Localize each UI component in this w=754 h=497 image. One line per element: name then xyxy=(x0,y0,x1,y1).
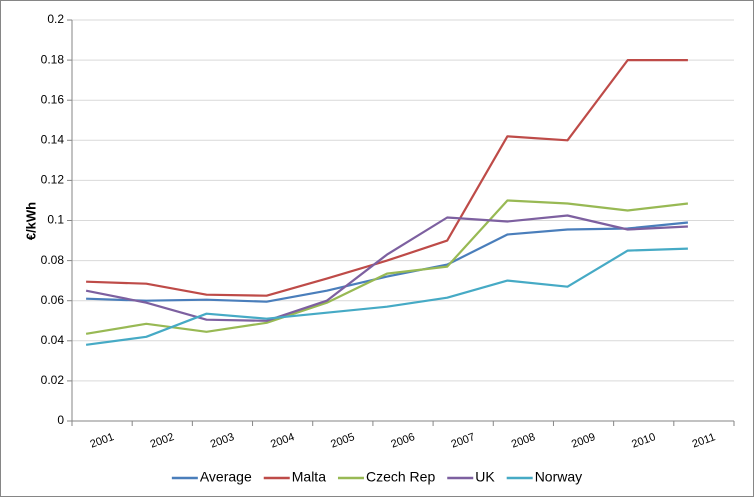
series-line xyxy=(86,221,689,303)
y-tick-label: 0.04 xyxy=(41,333,65,347)
y-tick-label: 0.16 xyxy=(41,92,65,106)
legend-label: Average xyxy=(200,469,252,485)
y-tick-label: 0.02 xyxy=(41,373,65,387)
y-tick-label: 0.06 xyxy=(41,293,65,307)
y-tick-label: 0 xyxy=(57,413,64,427)
legend-label: Malta xyxy=(292,469,326,485)
series-line xyxy=(86,58,688,297)
y-tick-label: 0.1 xyxy=(47,213,64,227)
y-tick-label: 0.12 xyxy=(41,173,65,187)
series-line xyxy=(85,247,688,346)
legend-label: Czech Rep xyxy=(366,469,435,485)
y-axis-label: €/kWh xyxy=(23,202,38,240)
y-tick-label: 0.08 xyxy=(41,253,65,267)
legend: Average Malta Czech Rep UK Norway xyxy=(171,469,582,485)
legend-label: UK xyxy=(475,469,495,485)
series-line xyxy=(85,214,688,322)
legend-label: Norway xyxy=(535,469,582,485)
y-tick-label: 0.18 xyxy=(41,52,65,66)
y-tick-label: 0.14 xyxy=(41,132,65,146)
series-line xyxy=(85,199,689,335)
y-tick-label: 0.2 xyxy=(47,12,64,26)
